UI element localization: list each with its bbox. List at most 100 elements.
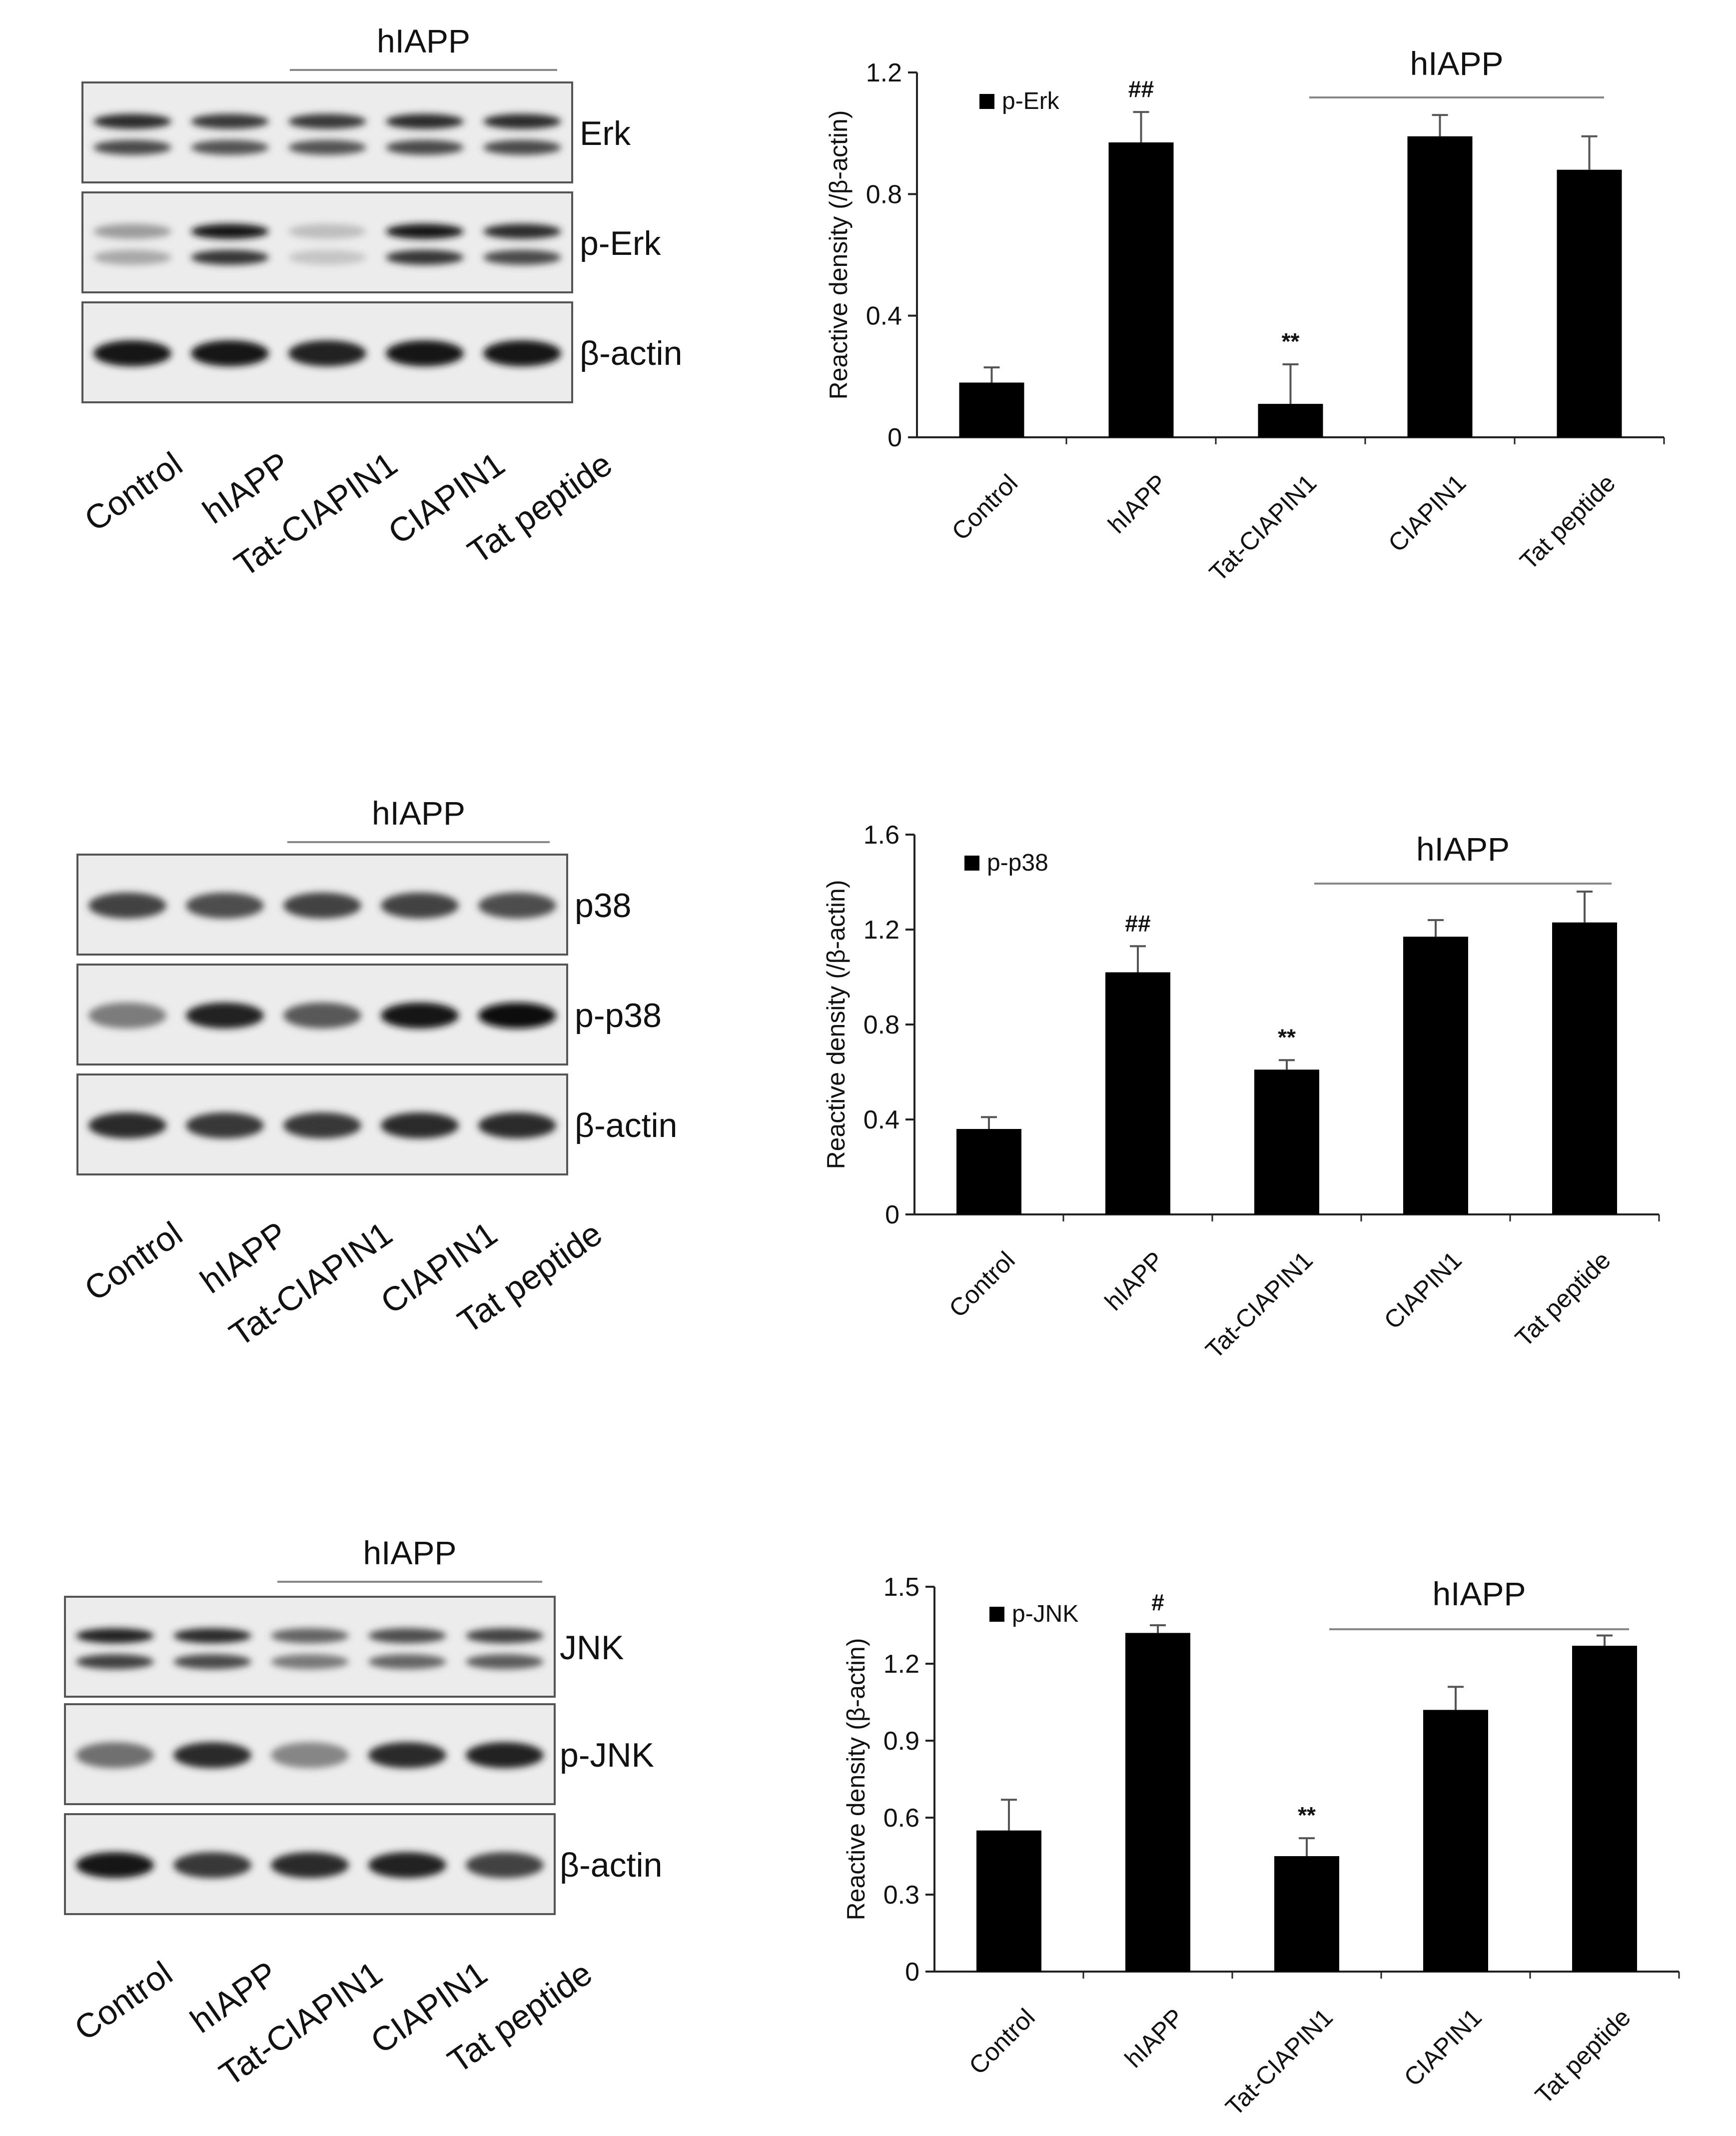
blot-band xyxy=(186,1003,264,1029)
x-tick-label: Control xyxy=(943,1246,1020,1323)
blot-membrane xyxy=(81,81,573,183)
blot-band xyxy=(483,114,561,129)
blot-band xyxy=(88,1112,166,1138)
blot-band xyxy=(466,1654,544,1669)
blot-band xyxy=(483,224,561,239)
bar-tat-peptide xyxy=(1557,169,1622,438)
blot-band xyxy=(386,340,464,366)
blot-band xyxy=(386,114,464,129)
blot-row-jnk: JNK xyxy=(64,1596,624,1698)
blot-band xyxy=(191,250,269,265)
y-tick-label: 1.5 xyxy=(883,1573,919,1602)
blot-row-actin: β-actin xyxy=(76,1073,677,1175)
chart-group-label: hIAPP xyxy=(1432,1575,1526,1612)
blot-membrane xyxy=(81,191,573,293)
significance-label: ** xyxy=(1282,328,1300,354)
x-tick-label: Tat peptide xyxy=(1510,1246,1616,1352)
blot-band xyxy=(478,1003,556,1029)
blot-band xyxy=(288,340,366,366)
blot-band xyxy=(271,1852,349,1878)
blot-row-p-jnk: p-JNK xyxy=(64,1703,654,1805)
x-tick-label: Control xyxy=(963,2003,1040,2080)
blot-band xyxy=(186,893,264,919)
blot-band xyxy=(368,1852,446,1878)
y-tick-label: 1.2 xyxy=(883,1650,919,1679)
x-tick-label: hIAPP xyxy=(1099,1246,1169,1316)
x-tick-label: Tat-CIAPIN1 xyxy=(1200,1246,1318,1364)
bar-tat-peptide xyxy=(1552,922,1617,1214)
blot-band xyxy=(76,1654,154,1669)
y-tick-label: 1.2 xyxy=(864,916,899,945)
legend-label: p-JNK xyxy=(1012,1601,1078,1627)
blot-row-label: p-p38 xyxy=(575,997,662,1035)
y-tick-label: 0 xyxy=(905,1958,919,1987)
blot-row-p38: p38 xyxy=(76,854,631,956)
blot-band xyxy=(288,114,366,129)
x-tick-label: Tat-CIAPIN1 xyxy=(1220,2003,1338,2121)
blot-row-label: β-actin xyxy=(580,334,682,372)
y-tick-label: 0.4 xyxy=(864,1105,899,1134)
y-tick-label: 0.8 xyxy=(864,1011,899,1040)
blot-band xyxy=(173,1628,251,1643)
bar-control xyxy=(976,1830,1041,1972)
x-tick-label: Control xyxy=(946,469,1023,546)
y-tick-label: 0.8 xyxy=(866,180,902,209)
blot-band xyxy=(76,1742,154,1768)
blot-band xyxy=(466,1742,544,1768)
blot-band xyxy=(381,893,459,919)
bar-hiapp xyxy=(1105,972,1170,1214)
blot-row-label: p38 xyxy=(575,887,631,925)
blot-band xyxy=(191,140,269,155)
significance-label: ** xyxy=(1298,1802,1316,1828)
bar-ciapin1 xyxy=(1407,136,1473,437)
blot-band xyxy=(283,893,361,919)
blot-band xyxy=(76,1852,154,1878)
x-tick-label: CIAPIN1 xyxy=(1399,2003,1487,2092)
blot-band xyxy=(368,1628,446,1643)
blot-band xyxy=(76,1628,154,1643)
bar-control xyxy=(959,382,1024,437)
bar-tat-peptide xyxy=(1572,1646,1637,1972)
blot-band xyxy=(483,140,561,155)
blot-band xyxy=(368,1742,446,1768)
blot-band xyxy=(483,250,561,265)
bar-hiapp xyxy=(1125,1633,1190,1972)
legend-swatch xyxy=(979,94,994,109)
significance-label: ## xyxy=(1128,76,1154,102)
blot-band xyxy=(478,893,556,919)
blot-lane-label: Control xyxy=(77,445,189,539)
blot-band xyxy=(186,1112,264,1138)
blot-band xyxy=(93,140,171,155)
x-tick-label: hIAPP xyxy=(1119,2003,1189,2073)
x-tick-label: Tat-CIAPIN1 xyxy=(1204,469,1322,587)
significance-label: ## xyxy=(1125,910,1150,936)
blot-band xyxy=(478,1112,556,1138)
y-tick-label: 0.4 xyxy=(866,302,902,331)
significance-label: # xyxy=(1151,1589,1164,1615)
chart-group-label: hIAPP xyxy=(1416,831,1510,868)
blot-band xyxy=(288,250,366,265)
blot-row-actin: β-actin xyxy=(64,1813,662,1915)
blot-band xyxy=(93,250,171,265)
y-axis-label: Reactive density (/β-actin) xyxy=(822,880,850,1169)
y-axis-label: Reactive density (/β-actin) xyxy=(825,110,853,400)
bar-tat-ciapin1 xyxy=(1258,404,1323,437)
x-tick-label: CIAPIN1 xyxy=(1379,1246,1467,1334)
blot-band xyxy=(368,1654,446,1669)
bar-chart-p-erk: 0 0.4 0.8 1.2 Reactive density (/β-actin) Con… xyxy=(825,45,1665,587)
blot-band xyxy=(381,1003,459,1029)
bar-tat-ciapin1 xyxy=(1254,1069,1319,1214)
blot-band xyxy=(88,893,166,919)
y-tick-label: 0.6 xyxy=(883,1804,919,1833)
blot-band xyxy=(386,140,464,155)
blot-row-label: Erk xyxy=(580,114,631,152)
blot-band xyxy=(271,1628,349,1643)
blot-band xyxy=(386,224,464,239)
blot-row-label: β-actin xyxy=(560,1846,662,1884)
blot-band xyxy=(466,1628,544,1643)
blot-band xyxy=(288,224,366,239)
blot-band xyxy=(271,1742,349,1768)
